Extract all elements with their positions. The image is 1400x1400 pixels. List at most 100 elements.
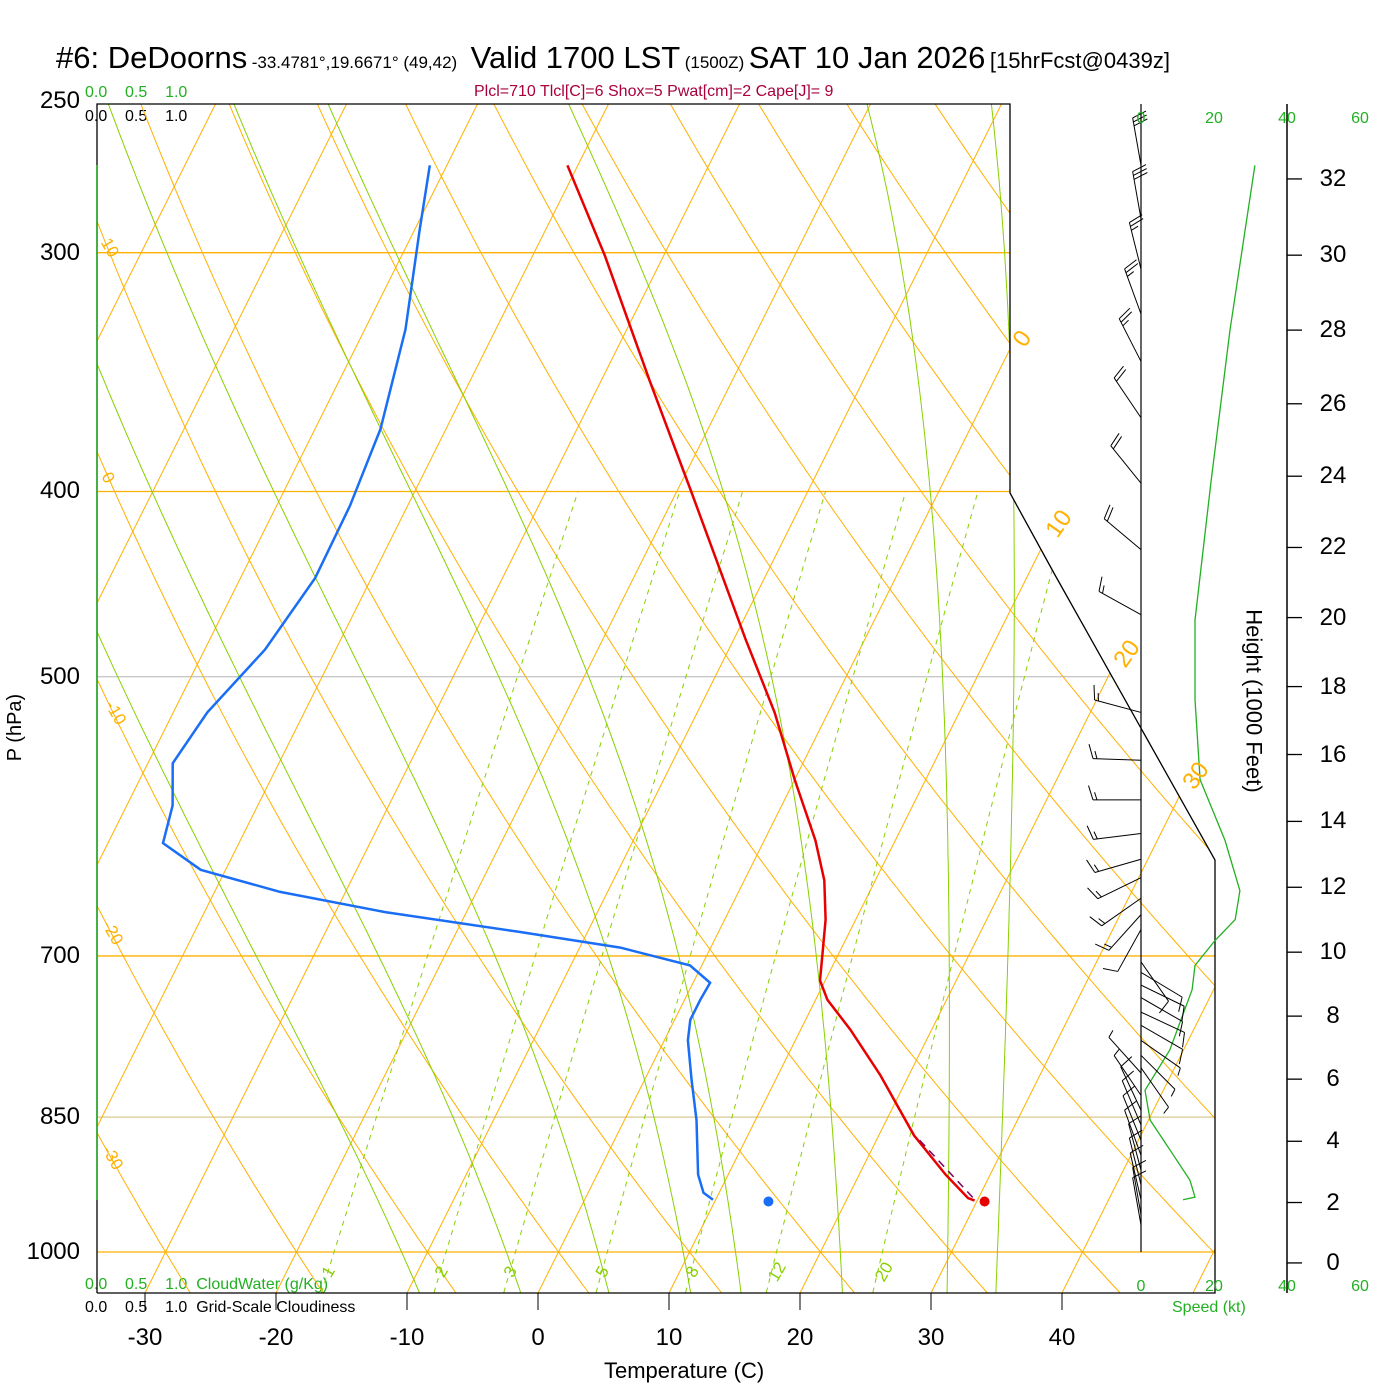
wind-barb-staff bbox=[1140, 1024, 1183, 1050]
isotherm-line bbox=[668, 104, 1215, 1293]
wind-barb-staff bbox=[1098, 590, 1142, 616]
wind-barb-staff bbox=[1132, 1177, 1142, 1226]
wind-barb-feather bbox=[1125, 263, 1139, 274]
dry-adiabat-line bbox=[97, 104, 589, 1293]
height-tick-label: 16 bbox=[1319, 740, 1347, 768]
wind-barb bbox=[1132, 110, 1148, 166]
height-tick-label: 10 bbox=[1319, 938, 1347, 966]
forecast-info: [15hrFcst@0439z] bbox=[989, 48, 1170, 73]
height-tick-label: 32 bbox=[1319, 164, 1347, 192]
pressure-tick-label: 250 bbox=[39, 87, 80, 115]
wind-barb-feather bbox=[1130, 218, 1144, 227]
wind-barb-half-feather bbox=[1122, 319, 1129, 327]
wind-barb bbox=[1140, 984, 1185, 1022]
wind-barb-feather bbox=[1121, 1070, 1134, 1082]
height-tick-label: 22 bbox=[1319, 533, 1347, 561]
dry-adiabat-line bbox=[580, 104, 1215, 1293]
wind-barb-feather bbox=[1132, 1170, 1147, 1179]
dewpoint-line bbox=[161, 165, 714, 1201]
speed-tick-label-bottom: 40 bbox=[1278, 1278, 1296, 1295]
wind-barb-staff bbox=[1140, 997, 1183, 1023]
wind-barb-staff bbox=[1118, 318, 1142, 362]
wind-barb-feather bbox=[1098, 576, 1103, 592]
isotherm-line bbox=[97, 104, 349, 1293]
height-tick-label: 0 bbox=[1326, 1248, 1340, 1276]
wind-barb-feather bbox=[1159, 1000, 1169, 1014]
moist-adiabat-line bbox=[865, 104, 950, 1293]
wind-barb bbox=[1118, 307, 1142, 362]
wind-barb-feather bbox=[1129, 1144, 1144, 1154]
isotherm-line bbox=[406, 104, 1004, 1293]
wind-barb-feather bbox=[1113, 365, 1124, 379]
wind-barb-feather bbox=[1088, 744, 1094, 759]
wind-barb-staff bbox=[1093, 758, 1142, 761]
wind-barb bbox=[1132, 1170, 1147, 1226]
height-tick-label: 6 bbox=[1326, 1065, 1340, 1093]
dry-adiabat-line bbox=[403, 104, 1215, 1293]
wind-barb-staff bbox=[1101, 897, 1142, 927]
speed-tick-label-top: 60 bbox=[1351, 110, 1369, 127]
wind-barb-staff bbox=[1124, 268, 1142, 315]
wind-barb-feather bbox=[1132, 110, 1147, 119]
speed-tick-label-bottom: 0 bbox=[1136, 1278, 1146, 1295]
scale-label: 0.0 bbox=[85, 84, 108, 101]
wind-barb bbox=[1120, 1056, 1142, 1111]
speed-axis-title: Speed (kt) bbox=[1172, 1299, 1246, 1316]
cloudwater-scale-bottom: 0.0 0.5 1.0 CloudWater (g/Kg) bbox=[85, 1276, 328, 1294]
cloudiness-scale-top: 0.0 0.5 1.0 bbox=[85, 108, 187, 126]
wind-barb-staff bbox=[1113, 377, 1142, 419]
scale-label: 1.0 bbox=[165, 1276, 188, 1293]
x-tick-label: -20 bbox=[258, 1324, 294, 1351]
wind-barb bbox=[1132, 164, 1148, 219]
mixing-ratio-line bbox=[765, 491, 979, 1293]
wind-barb-feather bbox=[1124, 1100, 1137, 1111]
scale-label: 0.5 bbox=[125, 1276, 148, 1293]
wind-barb-half-feather bbox=[1093, 831, 1098, 840]
wind-barb bbox=[1140, 1067, 1169, 1114]
wind-barb bbox=[1113, 1048, 1142, 1096]
wind-barb-staff bbox=[1103, 518, 1142, 550]
wind-barb bbox=[1093, 684, 1142, 713]
wind-barb-feather bbox=[1106, 507, 1114, 522]
wind-barb-feather bbox=[1128, 1115, 1142, 1125]
wind-barb-half-feather bbox=[1098, 918, 1106, 924]
wind-barb-staff bbox=[1128, 222, 1142, 270]
isotherm-line bbox=[275, 104, 873, 1293]
height-tick-label: 4 bbox=[1326, 1127, 1340, 1155]
dry-adiabat-line bbox=[97, 104, 457, 1293]
wind-barb-feather bbox=[1129, 214, 1143, 223]
isotherm-line bbox=[1061, 104, 1215, 1293]
wind-barb bbox=[1124, 259, 1142, 315]
wind-barb-staff bbox=[1097, 877, 1142, 900]
mixing-ratio-line bbox=[433, 491, 681, 1293]
valid-time: Valid 1700 LST bbox=[470, 40, 681, 75]
pressure-tick-label: 700 bbox=[39, 941, 80, 969]
wind-barb-half-feather bbox=[1177, 1067, 1181, 1076]
plot-frame bbox=[96, 103, 1216, 1294]
wind-barb bbox=[1113, 365, 1142, 419]
wind-barb-half-feather bbox=[1127, 271, 1134, 277]
wind-barb-feather bbox=[1093, 684, 1096, 701]
scale-label: 0.5 bbox=[125, 1299, 148, 1316]
moist-adiabat-line bbox=[990, 104, 1015, 1293]
moist-adiabat-line bbox=[232, 104, 692, 1293]
cloudwater-label: CloudWater (g/Kg) bbox=[196, 1276, 329, 1293]
scale-label: 0.5 bbox=[125, 84, 148, 101]
moist-adiabat-line bbox=[326, 104, 742, 1293]
station-coords: -33.4781°,19.6671° (49,42) bbox=[251, 53, 458, 72]
utc-time: (1500Z) bbox=[684, 53, 745, 72]
moist-adiabat-line bbox=[97, 104, 420, 1293]
scale-label: 1.0 bbox=[165, 108, 188, 125]
x-tick-label: -10 bbox=[389, 1324, 425, 1351]
wind-barb bbox=[1086, 825, 1142, 840]
pressure-tick-label: 500 bbox=[39, 662, 80, 690]
wind-barb-feather bbox=[1129, 1129, 1143, 1139]
x-tick-label: 10 bbox=[655, 1324, 683, 1351]
moist-adiabat-line bbox=[97, 104, 522, 1293]
wind-barb-half-feather bbox=[1102, 585, 1105, 594]
wind-speed-line bbox=[1144, 165, 1256, 1201]
wind-barb bbox=[1132, 1160, 1147, 1215]
wind-barb bbox=[1140, 1024, 1184, 1065]
wind-barb bbox=[1086, 858, 1142, 873]
height-tick-label: 28 bbox=[1319, 316, 1347, 344]
